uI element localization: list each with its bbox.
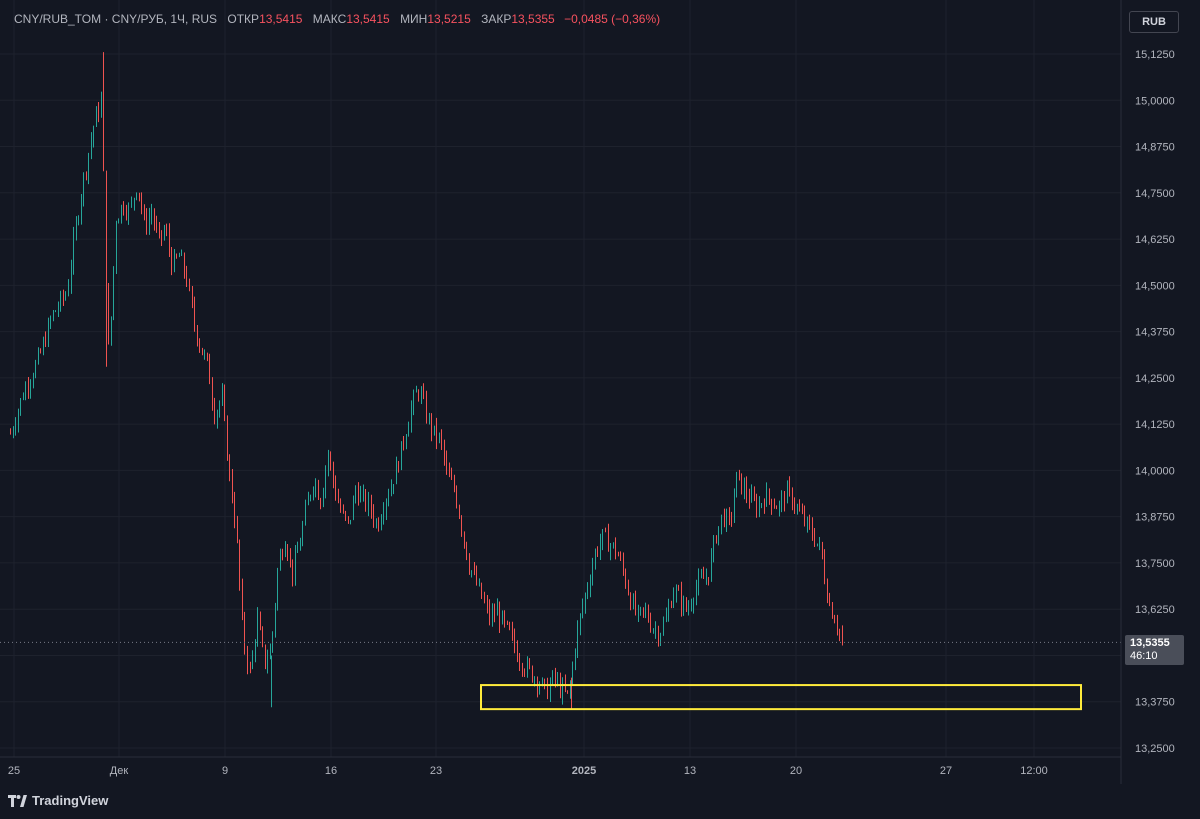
bar-countdown: 46:10 xyxy=(1130,650,1158,662)
open-value: 13,5415 xyxy=(259,12,303,26)
price-tick-label: 14,7500 xyxy=(1135,188,1175,200)
time-tick-label: 9 xyxy=(222,765,228,777)
tradingview-logo[interactable]: TradingView xyxy=(8,793,108,808)
price-tick-label: 14,3750 xyxy=(1135,327,1175,339)
candles-group xyxy=(10,52,843,710)
high-label: МАКС xyxy=(312,12,347,26)
logo-text: TradingView xyxy=(32,793,109,808)
low-value: 13,5215 xyxy=(427,12,471,26)
time-tick-label: 20 xyxy=(790,765,802,777)
last-price-value: 13,5355 xyxy=(1130,637,1170,649)
close-label: ЗАКР xyxy=(481,12,512,26)
time-tick-label: 25 xyxy=(8,765,20,777)
chart-grid xyxy=(0,0,1121,757)
price-tick-label: 13,8750 xyxy=(1135,512,1175,524)
price-tick-label: 14,8750 xyxy=(1135,142,1175,154)
price-tick-label: 14,1250 xyxy=(1135,419,1175,431)
time-tick-label: 16 xyxy=(325,765,337,777)
low-label: МИН xyxy=(400,12,428,26)
price-tick-label: 15,0000 xyxy=(1135,95,1175,107)
time-tick-label: 27 xyxy=(940,765,952,777)
currency-button[interactable]: RUB xyxy=(1129,11,1179,33)
price-tick-label: 13,6250 xyxy=(1135,604,1175,616)
time-tick-label: 12:00 xyxy=(1020,765,1048,777)
high-value: 13,5415 xyxy=(346,12,390,26)
highlight-zone xyxy=(480,684,1082,711)
time-tick-label: 23 xyxy=(430,765,442,777)
chart-header: CNY/RUB_TOM · CNY/РУБ, 1Ч, RUS ОТКР13,54… xyxy=(14,12,660,26)
price-tick-label: 14,0000 xyxy=(1135,465,1175,477)
price-tick-label: 13,3750 xyxy=(1135,697,1175,709)
time-tick-label: 13 xyxy=(684,765,696,777)
last-price-tag: 13,5355 46:10 xyxy=(1125,635,1184,665)
close-value: 13,5355 xyxy=(511,12,555,26)
price-tick-label: 14,5000 xyxy=(1135,280,1175,292)
symbol-title[interactable]: CNY/RUB_TOM · CNY/РУБ, 1Ч, RUS xyxy=(14,12,218,26)
price-tick-label: 13,2500 xyxy=(1135,743,1175,755)
open-label: ОТКР xyxy=(227,12,260,26)
change-value: −0,0485 (−0,36%) xyxy=(564,12,661,26)
price-tick-label: 13,7500 xyxy=(1135,558,1175,570)
time-tick-label: Дек xyxy=(110,765,129,777)
price-tick-label: 14,6250 xyxy=(1135,234,1175,246)
time-tick-label: 2025 xyxy=(572,765,596,777)
time-axis: 25 Дек 9 16 23 2025 13 20 27 12:00 xyxy=(8,765,1048,777)
price-tick-label: 14,2500 xyxy=(1135,373,1175,385)
price-tick-label: 15,1250 xyxy=(1135,49,1175,61)
tradingview-logo-icon xyxy=(8,794,27,807)
